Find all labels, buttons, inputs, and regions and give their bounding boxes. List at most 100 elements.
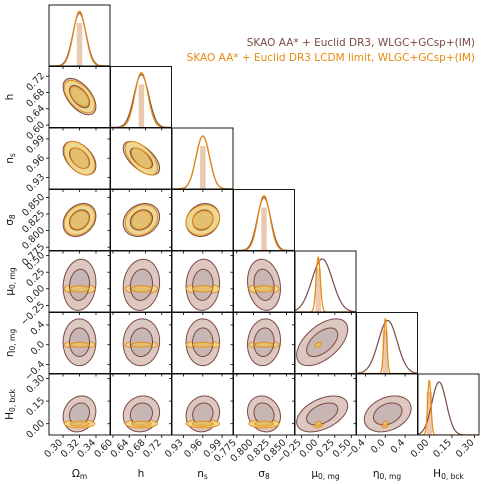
- panel-frame: [294, 250, 357, 313]
- diag-panel-h: [110, 71, 172, 128]
- x-axis-label-ns: ns: [197, 468, 208, 481]
- contour-1sigma-1: [306, 327, 339, 358]
- y-tick-label-ns: 0.96: [24, 153, 47, 176]
- fiducial-band-h: [138, 84, 145, 128]
- panel-frame: [356, 312, 418, 374]
- marginal-curve-eta0-2: [356, 317, 418, 374]
- contour-1sigma-1: [129, 268, 154, 301]
- x-axis-label-s8: σ8: [258, 468, 270, 481]
- panel-frame: [110, 250, 172, 313]
- panel-frame: [417, 373, 480, 436]
- contour-1sigma-2: [131, 420, 152, 427]
- x-axis-label-eta0: η0, mg: [373, 468, 402, 481]
- x-tick-label-ns: 0.96: [182, 437, 205, 460]
- contour-1sigma-1: [192, 268, 214, 301]
- panel-frame: [294, 373, 357, 436]
- y-tick-label-eta0: 0.0: [29, 339, 47, 357]
- diag-panel-mu0: [295, 255, 356, 312]
- axis-labels: Ωm h ns σ8 μ0, mg η0, mg H0, bck h ns σ8 μ0, mg η0,…: [4, 94, 464, 481]
- diag-panel-H0: [418, 379, 479, 435]
- marginal-curve-eta0-1: [356, 319, 418, 374]
- contour-1sigma-1: [306, 402, 339, 426]
- fiducial-band-eta0: [382, 330, 389, 374]
- panel-frame: [294, 312, 357, 374]
- contour-1sigma-2: [69, 341, 90, 348]
- y-tick-label-H0: 0.15: [24, 395, 47, 418]
- panel-h-mu0: [122, 258, 161, 311]
- contour-1sigma-2: [314, 341, 322, 348]
- contour-1sigma-2: [131, 341, 152, 348]
- panel-ns-H0: [185, 395, 221, 433]
- legend-entry-2: SKAO AA* + Euclid DR3 LCDM limit, WLGC+G…: [187, 52, 475, 64]
- contour-1sigma-2: [192, 285, 214, 293]
- contour-1sigma-2: [69, 86, 90, 107]
- marginal-curve-h-1: [110, 73, 172, 128]
- x-tick-label-eta0: 0.0: [369, 437, 387, 455]
- contour-1sigma-2: [192, 420, 214, 427]
- x-axis-label-h: h: [138, 468, 145, 480]
- x-tick-label-h: 0.72: [141, 437, 164, 460]
- y-tick-label-ns: 0.93: [24, 172, 47, 195]
- panel-frame: [110, 66, 172, 128]
- panel-Om-eta0: [62, 318, 97, 367]
- panel-h-eta0: [122, 318, 161, 367]
- corner-panels: [46, 4, 480, 438]
- contour-1sigma-2: [254, 285, 274, 293]
- contour-1sigma-2: [131, 147, 152, 169]
- panel-Om-mu0: [62, 258, 97, 311]
- panel-Om-s8: [62, 203, 97, 237]
- fiducial-band-Om: [76, 23, 83, 66]
- y-tick-label-H0: 0.00: [24, 418, 47, 441]
- fiducial-band-mu0: [315, 269, 321, 312]
- panel-frame: [233, 312, 295, 374]
- x-tick-label-ns: 0.93: [163, 437, 186, 460]
- panel-h-H0: [122, 395, 161, 433]
- contour-1sigma-1: [253, 268, 275, 301]
- contour-1sigma-2: [192, 341, 214, 348]
- panel-Om-H0: [62, 395, 97, 433]
- panel-mu0-eta0: [296, 318, 349, 367]
- panel-Om-h: [62, 77, 97, 116]
- diag-panel-eta0: [356, 317, 418, 374]
- panel-frame: [233, 373, 295, 436]
- contour-1sigma-2: [69, 147, 90, 169]
- contour-1sigma-1: [372, 402, 403, 426]
- panel-frame: [110, 373, 172, 436]
- marginal-curve-mu0-1: [295, 258, 356, 312]
- x-axis-label-Om: Ωm: [72, 468, 87, 481]
- diag-panel-Om: [49, 10, 110, 66]
- panel-s8-mu0: [247, 258, 281, 311]
- panel-s8-H0: [247, 395, 281, 433]
- x-tick-label-H0: 0.15: [431, 437, 454, 460]
- panel-frame: [356, 373, 418, 436]
- legend: SKAO AA* + Euclid DR3, WLGC+GCsp+(IM) SKA…: [187, 37, 475, 64]
- x-tick-label-H0: 0.00: [409, 437, 432, 460]
- legend-entry-1: SKAO AA* + Euclid DR3, WLGC+GCsp+(IM): [247, 37, 475, 49]
- y-axis-label-mu0: μ0, mg: [4, 267, 17, 296]
- contour-1sigma-2: [382, 420, 389, 427]
- y-axis-label-eta0: η0, mg: [4, 329, 17, 358]
- marginal-curve-ns-2: [172, 135, 233, 189]
- panel-frame: [110, 312, 172, 374]
- fiducial-band-s8: [261, 207, 267, 251]
- contour-1sigma-2: [69, 420, 90, 427]
- contour-1sigma-1: [68, 268, 91, 301]
- panel-ns-eta0: [185, 318, 221, 367]
- y-axis-label-h: h: [4, 94, 16, 101]
- panel-mu0-H0: [296, 395, 349, 433]
- panel-s8-eta0: [247, 318, 281, 367]
- marginal-curve-mu0-2: [295, 255, 356, 312]
- contour-1sigma-2: [69, 285, 90, 293]
- contour-1sigma-2: [314, 420, 322, 427]
- marginal-curve-H0-2: [418, 379, 479, 435]
- x-axis-label-mu0: μ0, mg: [311, 468, 340, 481]
- panel-ns-s8: [185, 203, 221, 237]
- panel-frame: [233, 189, 295, 251]
- fiducial-band-ns: [200, 146, 206, 189]
- x-tick-label-eta0: 0.4: [389, 437, 407, 455]
- x-tick-label-H0: 0.30: [454, 437, 477, 460]
- x-axis-label-H0: H0, bck: [433, 468, 464, 481]
- panel-h-ns: [122, 140, 161, 176]
- contour-1sigma-2: [131, 285, 152, 293]
- y-axis-label-ns: ns: [4, 153, 17, 164]
